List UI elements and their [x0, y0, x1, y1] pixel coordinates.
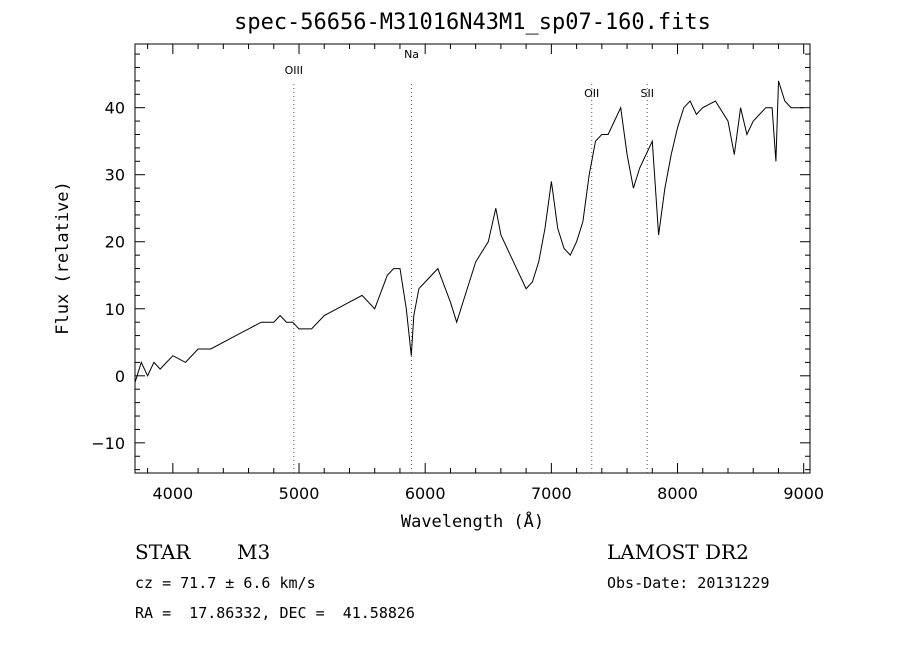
survey-name: LAMOST DR2 — [607, 540, 749, 564]
y-tick-label: 0 — [115, 367, 125, 386]
y-tick-label: −10 — [91, 434, 125, 453]
emission-line-label: SII — [641, 87, 654, 100]
emission-line-label: Na — [404, 48, 419, 61]
x-tick-label: 8000 — [657, 484, 698, 503]
x-tick-label: 6000 — [405, 484, 446, 503]
x-tick-label: 5000 — [279, 484, 320, 503]
plot-frame — [134, 43, 811, 474]
y-tick-label: 30 — [105, 166, 125, 185]
y-tick-label: 40 — [105, 99, 125, 118]
x-tick-label: 9000 — [783, 484, 824, 503]
emission-line-label: OIII — [285, 64, 303, 77]
y-tick-label: 20 — [105, 233, 125, 252]
emission-line-label: OII — [584, 87, 599, 100]
y-tick-label: 10 — [105, 300, 125, 319]
object-subclass: M3 — [237, 540, 271, 564]
x-axis-label: Wavelength (Å) — [400, 512, 545, 532]
coordinates: RA = 17.86332, DEC = 41.58826 — [135, 604, 415, 622]
x-tick-label: 7000 — [531, 484, 572, 503]
chart-title: spec-56656-M31016N43M1_sp07-160.fits — [234, 10, 711, 35]
redshift-velocity: cz = 71.7 ± 6.6 km/s — [135, 574, 316, 592]
spectrum-line — [134, 80, 804, 383]
x-tick-label: 4000 — [152, 484, 193, 503]
observation-date: Obs-Date: 20131229 — [607, 574, 770, 592]
object-class: STAR — [135, 540, 191, 564]
y-axis-label: Flux (relative) — [53, 181, 73, 335]
